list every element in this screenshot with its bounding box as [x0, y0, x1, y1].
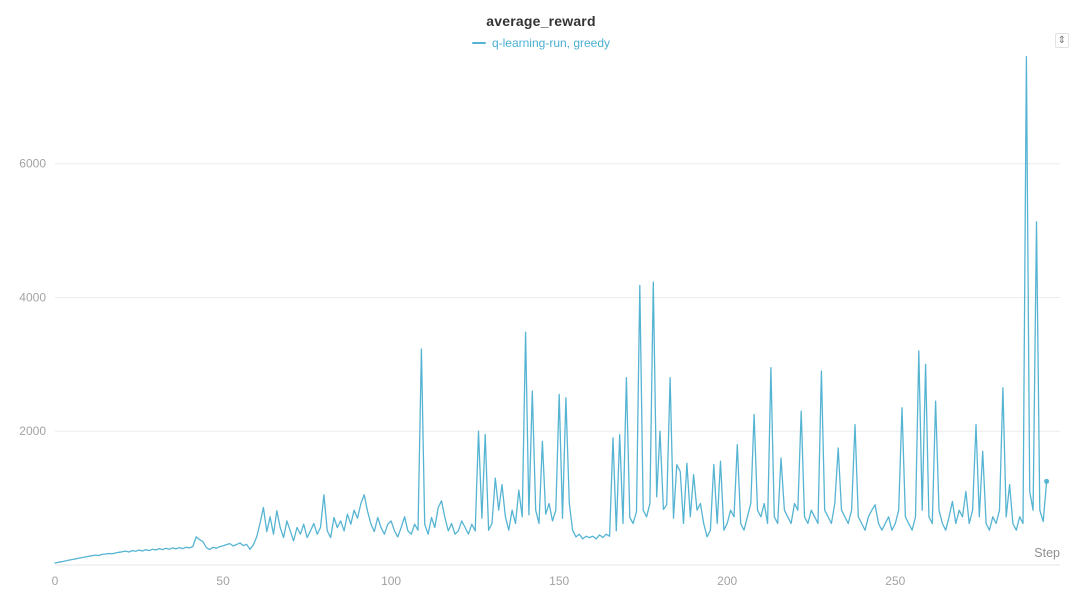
series-end-marker: [1044, 478, 1050, 484]
legend-label: q-learning-run, greedy: [491, 36, 611, 50]
x-tick-label: 150: [549, 574, 569, 588]
chart-title: average_reward: [486, 13, 596, 29]
legend-item[interactable]: q-learning-run, greedy: [0, 36, 1082, 50]
series-line: [54, 56, 1048, 564]
x-tick-label: 0: [52, 574, 59, 588]
x-axis-label: Step: [1034, 546, 1060, 560]
resize-handle-icon[interactable]: ⇕: [1054, 33, 1069, 48]
x-tick-label: 100: [381, 574, 401, 588]
y-tick-label: 2000: [19, 424, 46, 438]
y-tick-label: 4000: [19, 291, 46, 305]
x-tick-label: 50: [216, 574, 230, 588]
legend-line-swatch: [471, 42, 486, 44]
x-tick-label: 200: [717, 574, 737, 588]
y-tick-label: 6000: [19, 157, 46, 171]
x-tick-label: 250: [885, 574, 905, 588]
